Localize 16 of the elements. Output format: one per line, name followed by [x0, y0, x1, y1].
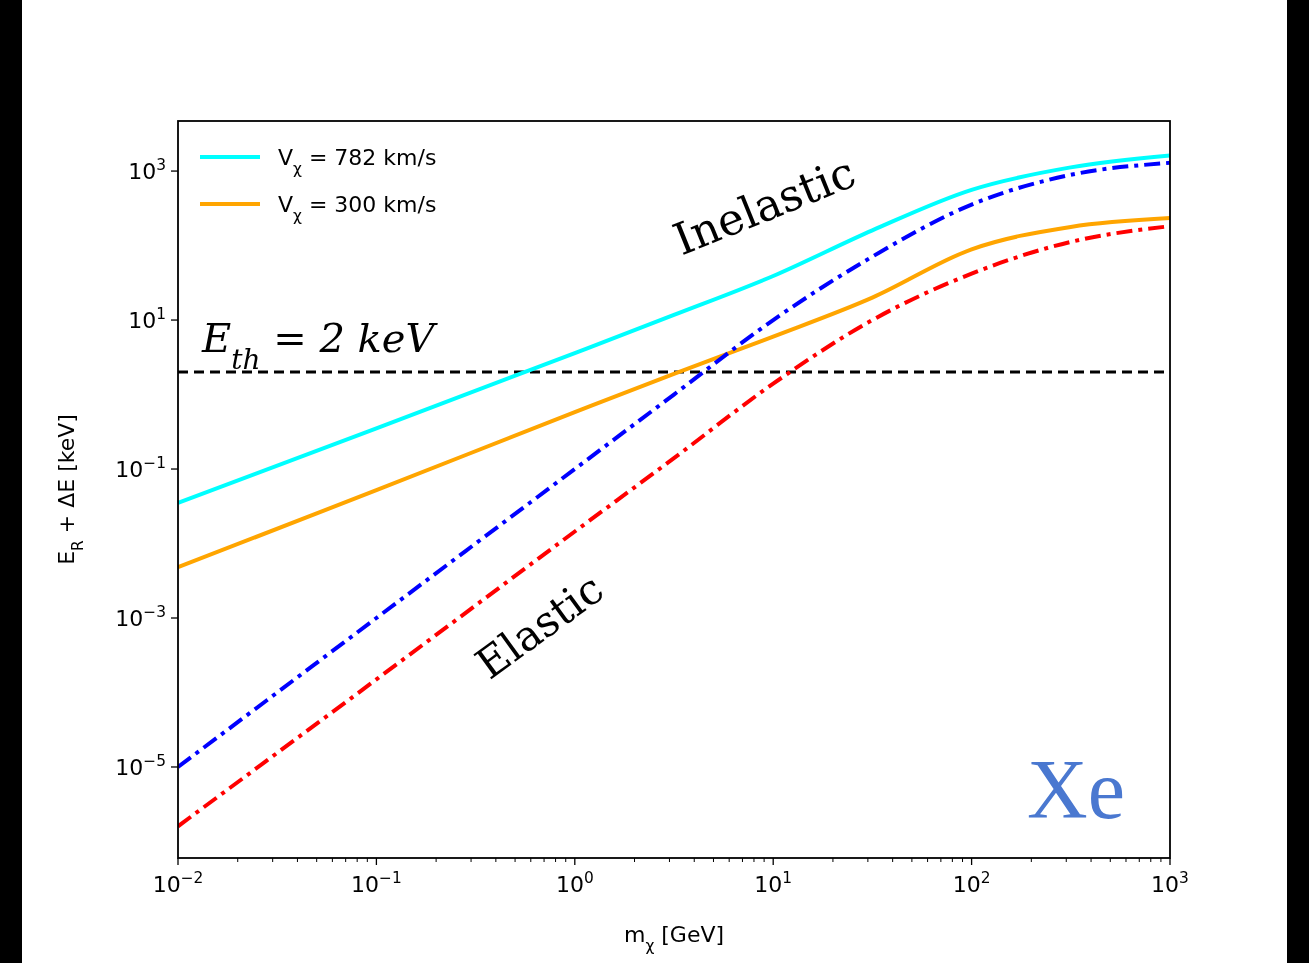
ref-line-label: E$_{th}$ = 2 keV	[201, 315, 439, 376]
x-tick-label: 10$^{2}$	[952, 869, 991, 897]
legend-label: V$_{χ}$ = 300 km/s	[278, 192, 437, 225]
x-tick-label: 10$^{0}$	[555, 869, 594, 897]
y-tick-label: 10$^{−3}$	[115, 603, 166, 631]
x-axis-title: m$_{χ}$ [GeV]	[623, 922, 725, 955]
y-tick-label: 10$^{3}$	[128, 156, 166, 185]
legend-label: V$_{χ}$ = 782 km/s	[278, 145, 437, 178]
x-tick-label: 10$^{−1}$	[351, 869, 402, 897]
y-tick-label: 10$^{−1}$	[115, 454, 166, 483]
y-tick-label: 10$^{−5}$	[115, 751, 166, 780]
x-tick-label: 10$^{1}$	[754, 869, 793, 897]
y-tick-label: 10$^{1}$	[128, 305, 166, 334]
x-tick-label: 10$^{3}$	[1151, 869, 1189, 897]
x-tick-label: 10$^{−2}$	[152, 869, 204, 897]
annotation: Xe	[1027, 743, 1125, 836]
